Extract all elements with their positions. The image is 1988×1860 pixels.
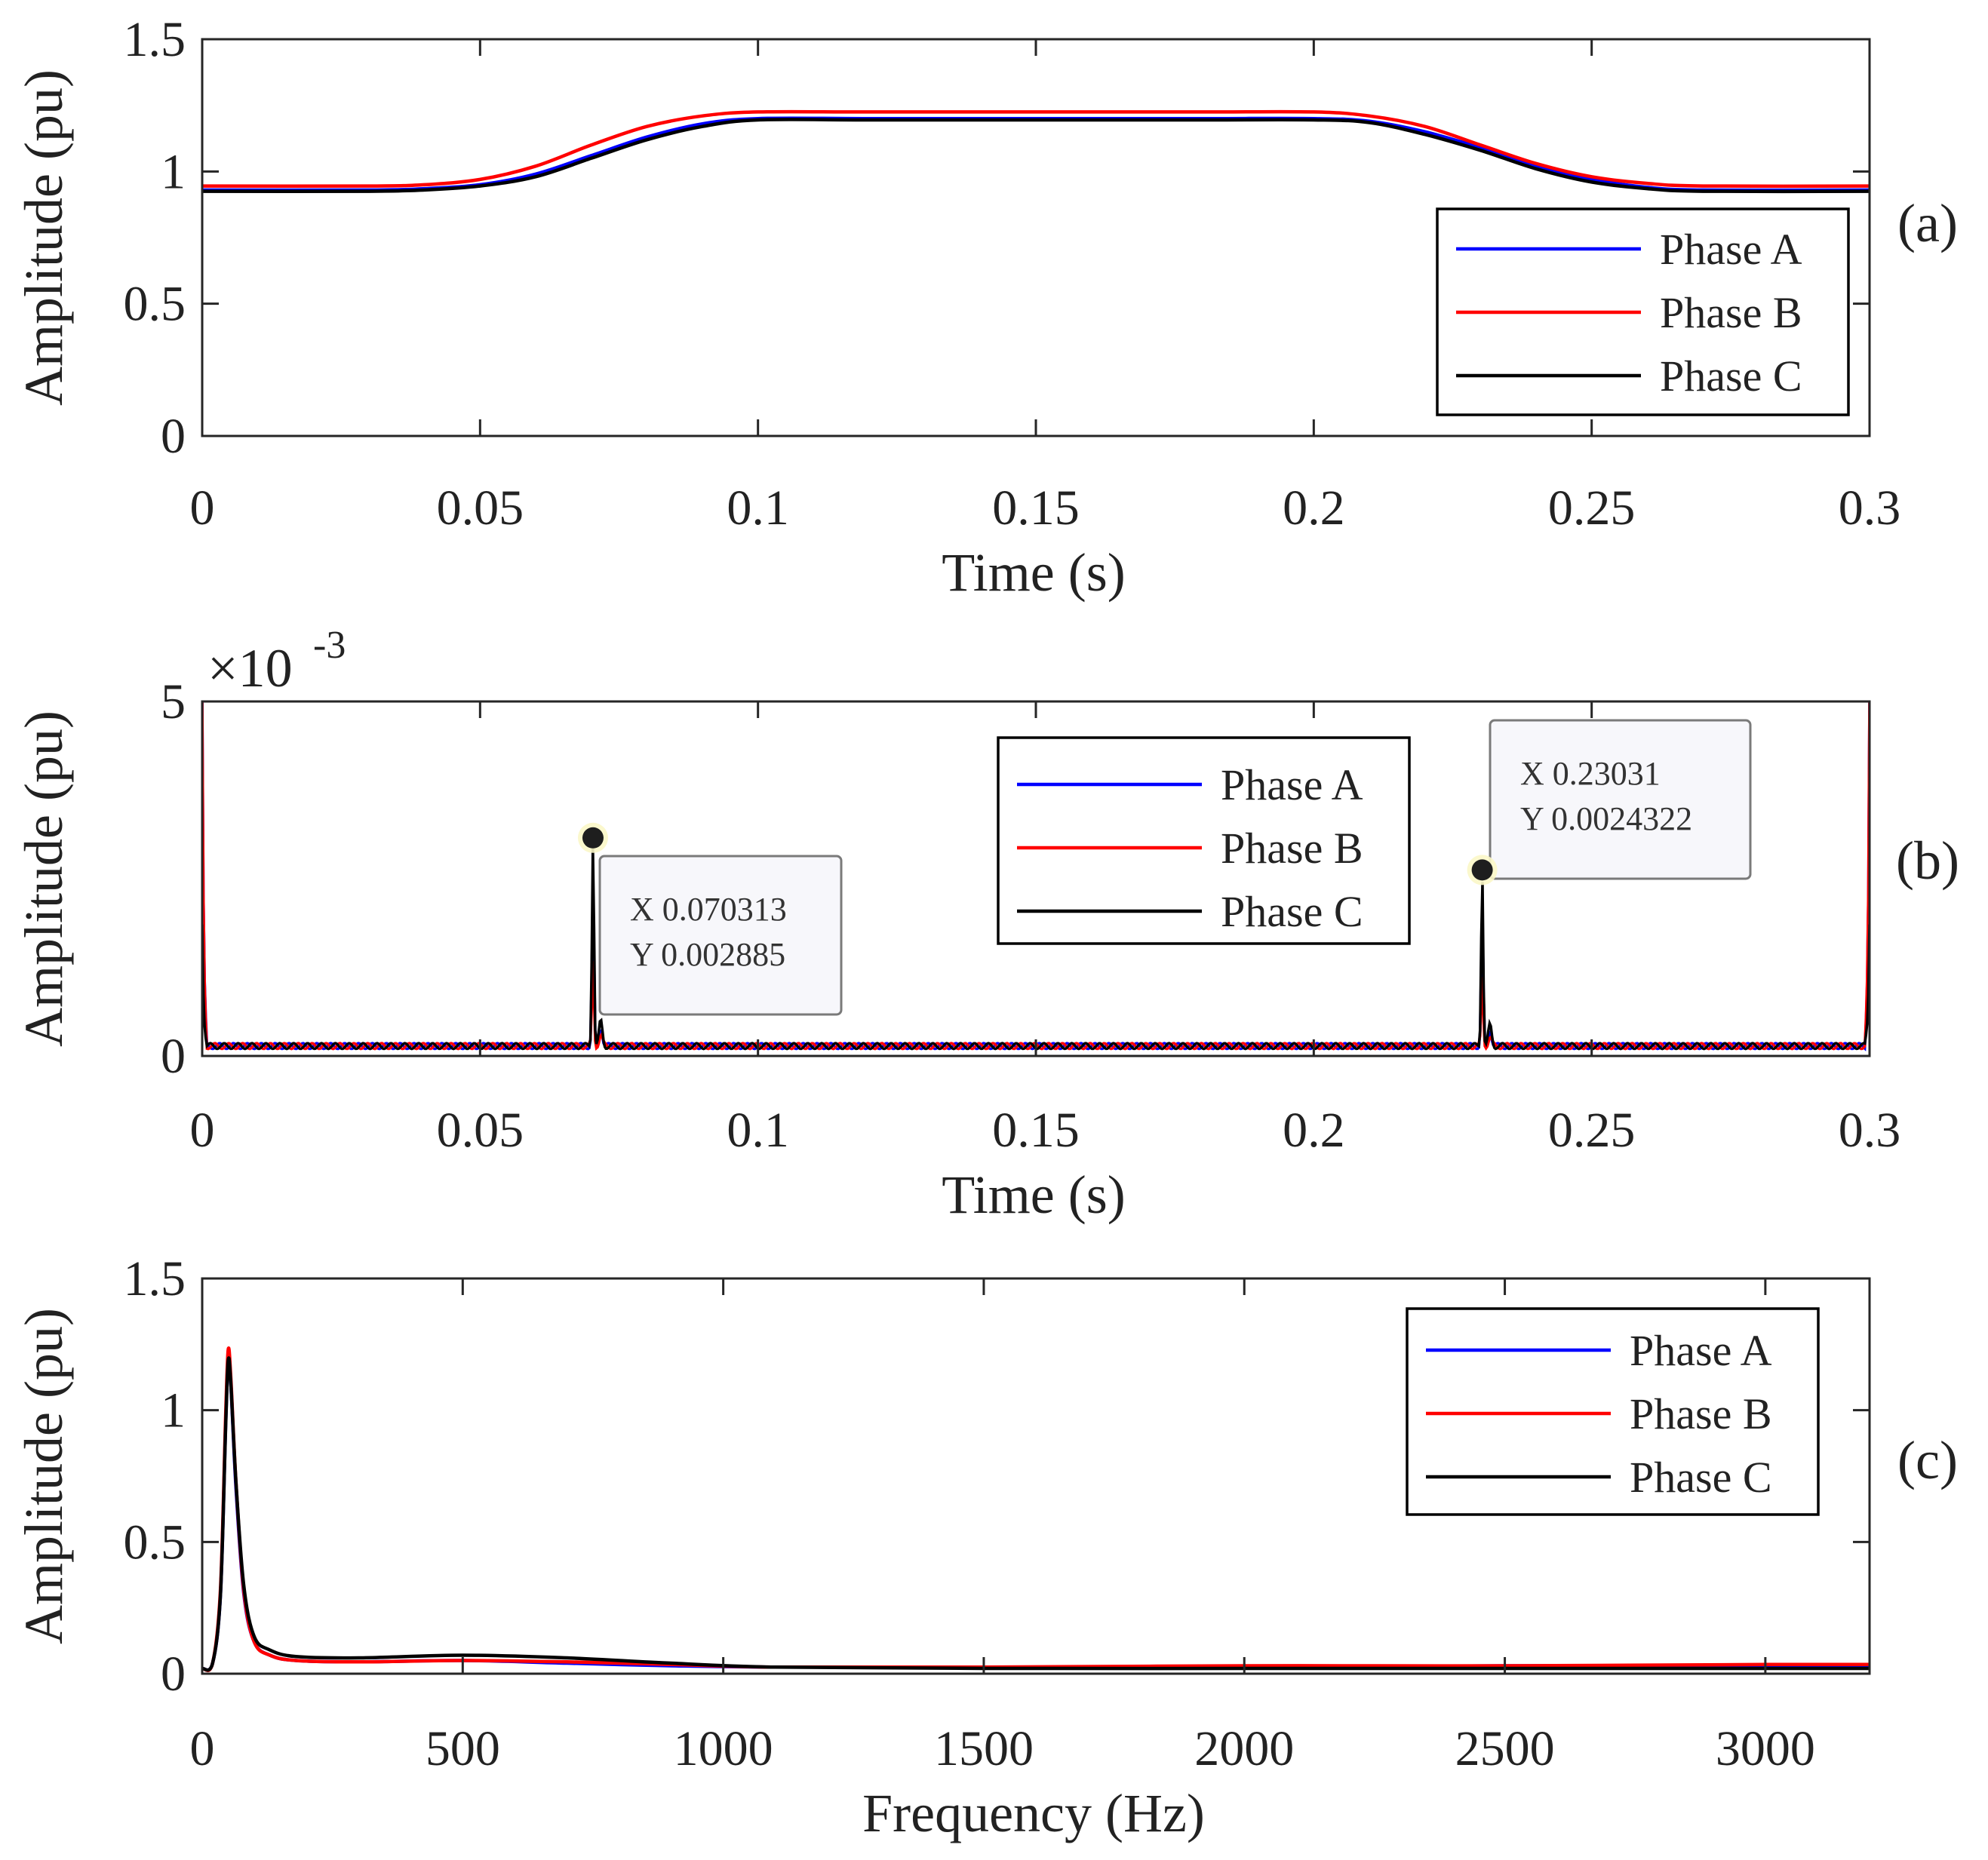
x-axis-label: Time (s) bbox=[942, 1165, 1125, 1225]
x-tick-label: 0 bbox=[190, 1103, 215, 1158]
datatip-box bbox=[1489, 719, 1752, 880]
panel-label: (c) bbox=[1897, 1430, 1958, 1490]
x-tick-label: 3000 bbox=[1716, 1721, 1815, 1776]
datatip-y-text: Y 0.0024322 bbox=[1520, 800, 1692, 837]
legend-entry: Phase A bbox=[1630, 1326, 1772, 1375]
axes-box bbox=[201, 1277, 1871, 1675]
panel-label: (b) bbox=[1896, 830, 1959, 891]
datatip: X 0.23031 Y 0.0024322 bbox=[1467, 719, 1752, 885]
legend: Phase A Phase B Phase C bbox=[1436, 207, 1850, 416]
x-tick-label: 2000 bbox=[1194, 1721, 1294, 1776]
legend-entry: Phase B bbox=[1630, 1389, 1772, 1438]
scale-factor-exponent: -3 bbox=[313, 624, 346, 667]
y-axis-label: Amplitude (pu) bbox=[14, 1308, 74, 1644]
series-line-phase-c bbox=[202, 1356, 1870, 1672]
x-tick-label: 0.25 bbox=[1548, 1103, 1636, 1158]
x-tick-label: 1000 bbox=[674, 1721, 773, 1776]
x-tick-label: 0.1 bbox=[727, 1103, 789, 1158]
datatip: X 0.070313 Y 0.002885 bbox=[577, 822, 843, 1016]
x-tick-label: 0.15 bbox=[992, 1103, 1080, 1158]
x-tick-label: 0 bbox=[190, 1721, 215, 1776]
legend-entry: Phase C bbox=[1630, 1453, 1772, 1502]
x-axis-label: Time (s) bbox=[942, 542, 1125, 603]
y-tick-label: 0.5 bbox=[124, 277, 186, 332]
x-tick-label: 0.1 bbox=[727, 480, 789, 536]
panel-label: (a) bbox=[1897, 193, 1958, 253]
x-tick-label: 2500 bbox=[1455, 1721, 1555, 1776]
legend: Phase A Phase B Phase C bbox=[997, 736, 1411, 945]
legend-entry: Phase B bbox=[1660, 288, 1802, 337]
panel-c: 0 500 1000 1500 2000 2500 3000 0 0.5 1 1.5 Frequenc… bbox=[14, 1251, 1958, 1843]
y-tick-label: 0 bbox=[161, 1029, 186, 1084]
datatip-y-text: Y 0.002885 bbox=[630, 936, 785, 973]
legend-entry: Phase B bbox=[1221, 824, 1363, 873]
datatip-x-text: X 0.23031 bbox=[1520, 755, 1661, 792]
y-tick-label: 1.5 bbox=[124, 12, 186, 67]
legend-entry: Phase C bbox=[1660, 351, 1802, 401]
legend-entry: Phase A bbox=[1660, 225, 1802, 274]
y-axis-label: Amplitude (pu) bbox=[14, 711, 74, 1047]
x-tick-label: 0.05 bbox=[437, 1103, 524, 1158]
x-tick-label: 0.3 bbox=[1839, 480, 1901, 536]
x-tick-label: 0.25 bbox=[1548, 480, 1636, 536]
y-tick-label: 0 bbox=[161, 1647, 186, 1702]
legend: Phase A Phase B Phase C bbox=[1406, 1307, 1820, 1516]
x-tick-label: 0.3 bbox=[1839, 1103, 1901, 1158]
x-tick-label: 0.15 bbox=[992, 480, 1080, 536]
legend-entry: Phase A bbox=[1221, 760, 1363, 809]
plot-area bbox=[202, 109, 1870, 194]
y-tick-label: 1 bbox=[161, 1383, 186, 1438]
scale-factor-label: ×10 bbox=[207, 638, 293, 698]
x-tick-label: 0.05 bbox=[437, 480, 524, 536]
x-tick-label: 0.2 bbox=[1283, 480, 1345, 536]
panel-a: 0 0.05 0.1 0.15 0.2 0.25 0.3 0 0.5 1 1.5 Time (s) Am… bbox=[14, 12, 1958, 603]
series-line-phase-b bbox=[202, 109, 1870, 189]
panel-b: 0 0.05 0.1 0.15 0.2 0.25 0.3 0 5 Time (s) Amplitud… bbox=[14, 624, 1959, 1225]
x-tick-label: 1500 bbox=[934, 1721, 1034, 1776]
y-tick-label: 1 bbox=[161, 144, 186, 199]
x-axis-label: Frequency (Hz) bbox=[862, 1783, 1205, 1843]
datatip-box bbox=[598, 855, 843, 1016]
x-tick-label: 0 bbox=[190, 480, 215, 536]
datatip-x-text: X 0.070313 bbox=[630, 891, 787, 928]
series-line-phase-c bbox=[202, 118, 1870, 194]
plot-area bbox=[202, 1346, 1870, 1672]
legend-entry: Phase C bbox=[1221, 887, 1363, 936]
y-tick-label: 5 bbox=[161, 674, 186, 729]
y-axis-label: Amplitude (pu) bbox=[14, 69, 74, 406]
legend-box bbox=[997, 736, 1411, 945]
legend-box bbox=[1406, 1307, 1820, 1516]
datatip-marker bbox=[1471, 859, 1493, 881]
x-tick-label: 500 bbox=[426, 1721, 500, 1776]
x-tick-label: 0.2 bbox=[1283, 1103, 1345, 1158]
datatip-marker bbox=[582, 827, 604, 849]
y-tick-label: 1.5 bbox=[124, 1251, 186, 1306]
y-tick-label: 0 bbox=[161, 409, 186, 464]
y-tick-label: 0.5 bbox=[124, 1515, 186, 1570]
